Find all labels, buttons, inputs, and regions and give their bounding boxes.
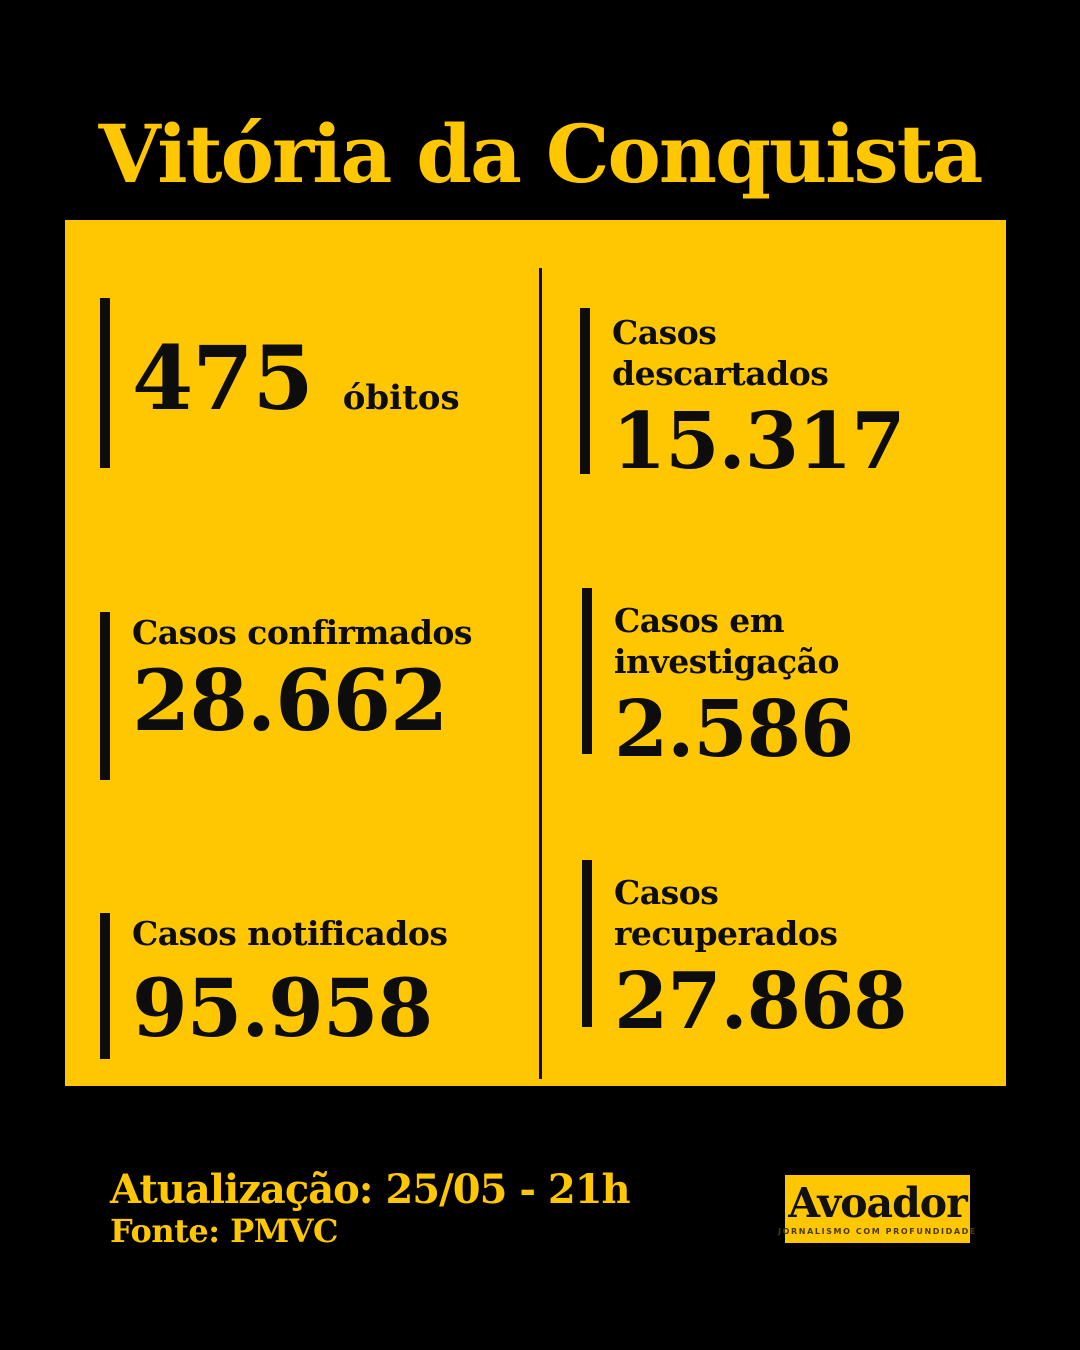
stat-label: Casos recuperados xyxy=(614,873,838,954)
column-divider xyxy=(539,268,542,1079)
stat-label: óbitos xyxy=(342,378,460,418)
stats-card: 475 óbitos Casos confirmados 28.662 Caso… xyxy=(65,220,1006,1086)
stat-value: 2.586 xyxy=(614,683,854,775)
stat-notified-cases: Casos notificados 95.958 xyxy=(100,913,520,1059)
stat-value: 475 xyxy=(132,326,314,430)
stat-value: 27.868 xyxy=(614,955,908,1047)
data-source: Fonte: PMVC xyxy=(110,1212,338,1250)
stat-recovered-cases: Casos recuperados 27.868 xyxy=(582,860,982,1040)
stat-confirmed-cases: Casos confirmados 28.662 xyxy=(100,612,520,780)
logo-tagline: JORNALISMO COM PROFUNDIDADE xyxy=(778,1226,977,1236)
stat-label: Casos em investigação xyxy=(614,601,840,682)
accent-bar xyxy=(100,298,110,468)
stat-value: 95.958 xyxy=(132,961,433,1056)
stat-under-investigation-cases: Casos em investigação 2.586 xyxy=(582,588,982,768)
stat-value: 28.662 xyxy=(132,651,448,751)
page-title: Vitória da Conquista xyxy=(98,107,984,201)
avoador-logo: Avoador JORNALISMO COM PROFUNDIDADE xyxy=(778,1175,975,1243)
stat-value: 15.317 xyxy=(612,395,906,487)
accent-bar xyxy=(582,588,592,754)
accent-bar xyxy=(100,612,110,780)
accent-bar xyxy=(582,860,592,1027)
accent-bar xyxy=(580,308,590,474)
stat-label: Casos confirmados xyxy=(132,613,472,652)
stat-label: Casos notificados xyxy=(132,914,448,953)
logo-wordmark: Avoador xyxy=(788,1178,968,1227)
stat-deaths: 475 óbitos xyxy=(100,298,520,468)
stat-discarded-cases: Casos descartados 15.317 xyxy=(580,308,980,480)
stat-label: Casos descartados xyxy=(612,313,829,394)
accent-bar xyxy=(100,913,110,1059)
update-timestamp: Atualização: 25/05 - 21h xyxy=(110,1166,631,1213)
